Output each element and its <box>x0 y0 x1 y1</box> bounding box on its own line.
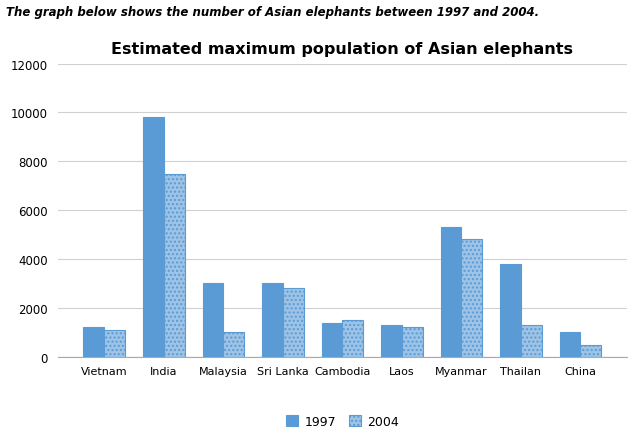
Legend: 1997, 2004: 1997, 2004 <box>281 410 404 430</box>
Bar <box>164 174 185 357</box>
Bar <box>283 289 304 357</box>
Bar <box>83 328 104 357</box>
Bar <box>521 325 542 357</box>
Bar <box>202 284 223 357</box>
Bar <box>461 240 483 357</box>
Bar <box>143 118 164 357</box>
Bar <box>580 345 602 357</box>
Bar <box>559 332 580 357</box>
Title: Estimated maximum population of Asian elephants: Estimated maximum population of Asian el… <box>111 41 573 56</box>
Bar <box>104 330 125 357</box>
Bar <box>402 328 423 357</box>
Bar <box>440 228 461 357</box>
Bar <box>262 284 283 357</box>
Bar <box>321 323 342 357</box>
Bar <box>342 320 364 357</box>
Text: The graph below shows the number of Asian elephants between 1997 and 2004.: The graph below shows the number of Asia… <box>6 6 540 19</box>
Bar <box>381 325 402 357</box>
Bar <box>223 332 244 357</box>
Bar <box>500 264 521 357</box>
